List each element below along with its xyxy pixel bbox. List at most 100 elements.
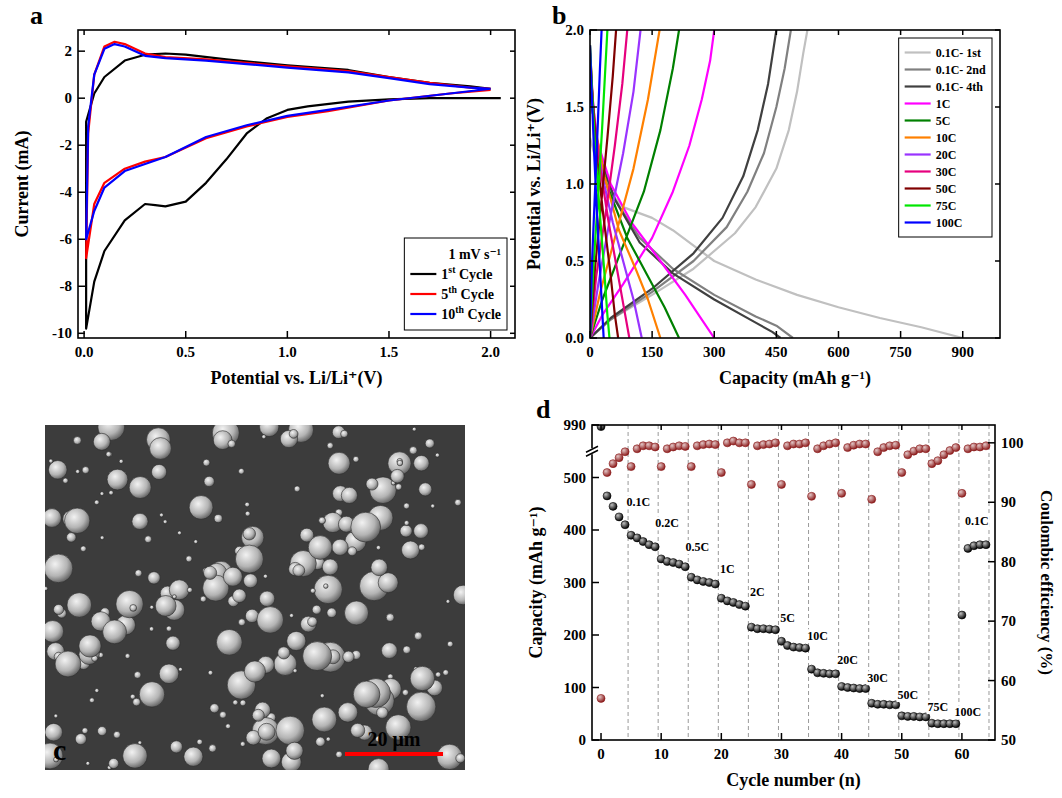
data-point [615,513,623,521]
y-tick-label: 400 [564,522,587,538]
y2-tick [988,561,995,563]
x-tick [651,331,653,338]
x-tick [781,733,783,740]
data-point [687,463,695,471]
particle [243,528,255,540]
particle [210,704,219,713]
data-point [621,521,629,529]
x-tick [83,331,85,338]
data-point [657,463,665,471]
particle [134,672,141,679]
panel-letter: b [552,1,566,30]
y-tick-label: -8 [60,278,73,294]
particle [94,500,99,505]
panel-letter: d [536,395,551,424]
x-tick-label: 600 [827,344,850,360]
y-tick-label: 990 [564,417,587,433]
y-tick [590,337,597,339]
x-tick [721,425,723,430]
particle [130,605,137,612]
particle [54,604,64,614]
particle [149,627,154,632]
legend-label: 30C [936,165,957,179]
legend-swatch [905,221,931,223]
particle [220,712,227,719]
y-tick [78,97,85,99]
x-tick [900,30,902,35]
particle [419,483,432,496]
y-tick-label: 0 [579,732,587,748]
text-part: 1 [441,267,448,282]
legend-swatch [410,313,436,315]
data-point [838,489,846,497]
data-point [597,425,605,431]
x-tick [490,30,492,35]
data-point [802,439,810,447]
y2-tick [988,739,995,741]
legend-label: 75C [936,199,957,213]
particle [160,513,164,517]
particle [371,559,388,576]
y-tick [592,529,599,531]
legend-swatch [905,136,931,138]
particle [456,754,465,763]
y-tick-label: 0.0 [565,330,584,346]
legend-label: 20C [936,148,957,162]
particle [403,646,411,654]
particle [240,700,246,706]
particle [209,745,217,753]
particle [386,614,394,622]
text-part: Cycle [464,307,501,322]
y2-tick-label: 70 [1001,613,1016,629]
label-ground [964,514,990,528]
text-part: 10 [441,307,455,322]
y2-tick-label: 50 [1001,732,1016,748]
data-point [747,480,755,488]
label-ground [684,540,710,554]
panel-letter: a [30,1,43,30]
y-tick-label: -10 [52,325,72,341]
particle [103,620,127,644]
particle [312,707,337,732]
particle [425,439,434,448]
particle [404,503,410,509]
particle [244,574,258,588]
rate-label: 50C [897,688,918,702]
x-tick-label: 0 [586,344,594,360]
data-point [808,492,816,500]
text-part: 5 [441,287,448,302]
x-tick [651,30,653,35]
rate-label: 0.5C [685,540,709,554]
particle [404,521,409,526]
legend-label: 50C [936,182,957,196]
y-tick [995,106,1000,108]
data-point [958,611,966,619]
scale-bar-label: 20 μm [368,728,421,751]
data-point [681,442,689,450]
y-tick [510,333,515,335]
rate-label: 20C [837,653,858,667]
x-tick [185,331,187,338]
particle [45,587,48,591]
particle [67,593,92,618]
series-line [590,30,642,338]
label-ground [654,516,680,530]
particle [301,616,317,632]
particle [240,742,245,747]
y-tick-label: 100 [564,680,587,696]
data-point [711,441,719,449]
particle [414,632,422,640]
particle [245,502,250,507]
particle [414,524,429,539]
particle [150,438,172,460]
particle [123,744,148,769]
particle [276,716,305,745]
separator [928,425,929,740]
series-line [590,30,660,338]
particle [293,565,305,577]
particle [382,643,398,659]
data-point [717,469,725,477]
particle [436,672,441,677]
particle [179,667,183,671]
panel: 20 μmc [37,414,473,780]
